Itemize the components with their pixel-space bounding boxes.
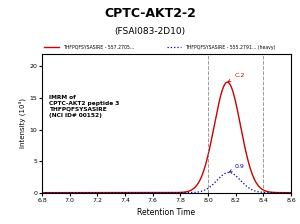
Text: (FSAI083-2D10): (FSAI083-2D10) [114, 27, 186, 36]
Text: CPTC-AKT2-2: CPTC-AKT2-2 [104, 7, 196, 20]
Text: THFPQFSYSASIRE - 557.2705...: THFPQFSYSASIRE - 557.2705... [63, 45, 134, 50]
X-axis label: Retention Time: Retention Time [137, 208, 196, 217]
Text: 0.9: 0.9 [229, 164, 244, 172]
Text: IMRM of
CPTC-AKT2 peptide 3
THFPQFSYSASIRE
(NCI ID# 00152): IMRM of CPTC-AKT2 peptide 3 THFPQFSYSASI… [50, 95, 120, 118]
Y-axis label: Intensity (10³): Intensity (10³) [19, 98, 26, 148]
Text: THFPQFSYSASIRE - 555.2791... (heavy): THFPQFSYSASIRE - 555.2791... (heavy) [185, 45, 276, 50]
Text: C.2: C.2 [228, 73, 245, 82]
